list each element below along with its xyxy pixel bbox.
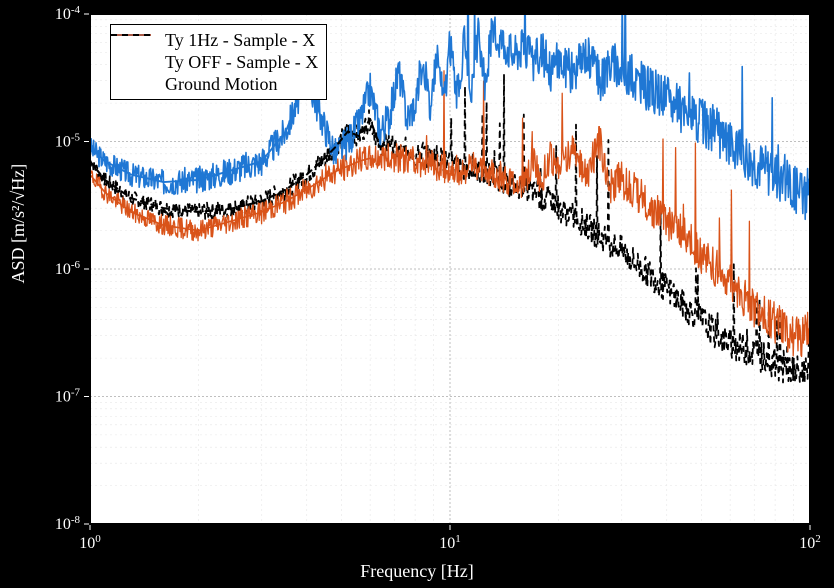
svg-text:10-7: 10-7: [55, 387, 81, 406]
svg-text:102: 102: [799, 533, 821, 552]
legend-label: Ty 1Hz - Sample - X: [165, 30, 315, 51]
svg-text:100: 100: [79, 533, 101, 552]
svg-text:10-8: 10-8: [55, 514, 81, 533]
legend-label: Ground Motion: [165, 74, 278, 95]
svg-text:10-6: 10-6: [55, 259, 81, 278]
chart-container: 100 101 102 10-8 10-7 10-6 10-5 10-4 ASD [m/s²/…: [0, 0, 834, 588]
legend-item: Ty OFF - Sample - X: [119, 51, 318, 73]
svg-text:101: 101: [439, 533, 461, 552]
legend-item: Ground Motion: [119, 73, 318, 95]
legend: Ty 1Hz - Sample - XTy OFF - Sample - XGr…: [110, 24, 327, 100]
svg-text:10-5: 10-5: [55, 132, 81, 151]
x-axis-label: Frequency [Hz]: [360, 561, 473, 582]
legend-label: Ty OFF - Sample - X: [165, 52, 318, 73]
svg-text:10-4: 10-4: [55, 4, 81, 23]
y-axis-label: ASD [m/s²/√Hz]: [8, 164, 29, 284]
